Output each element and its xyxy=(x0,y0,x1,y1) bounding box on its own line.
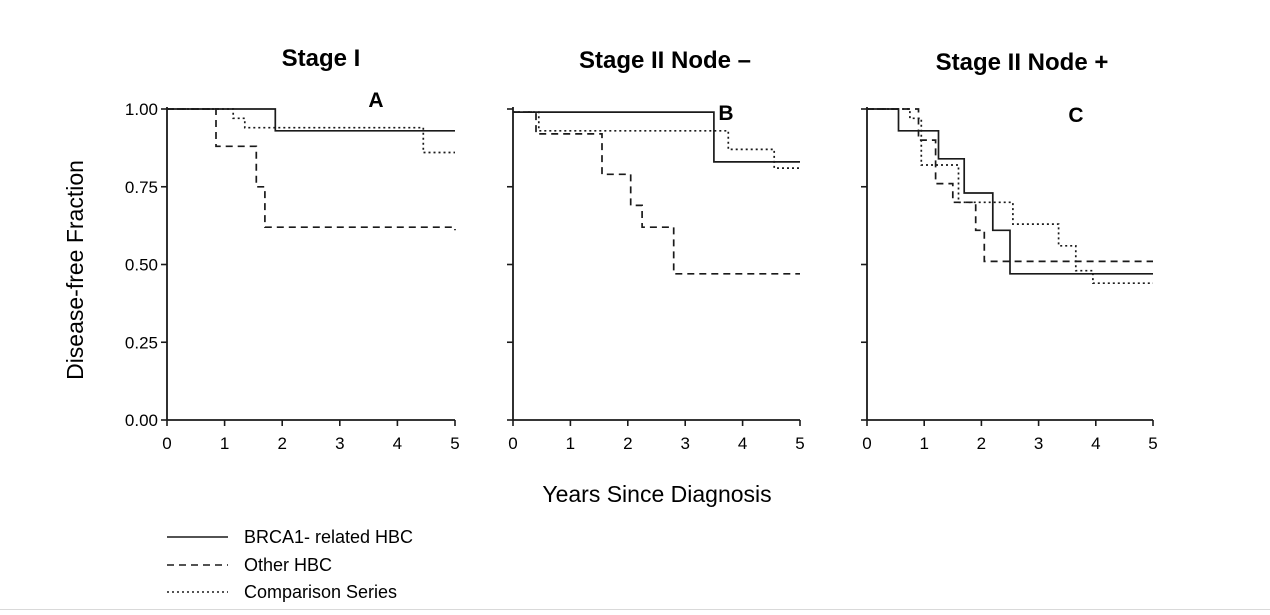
panel-b: Stage II Node – B 0 1 2 3 4 5 xyxy=(507,47,805,453)
y-tick-label: 1.00 xyxy=(125,100,158,119)
x-tick-label: 2 xyxy=(977,434,986,453)
series-line-other-c xyxy=(867,108,1153,263)
legend-label-other: Other HBC xyxy=(244,555,332,575)
x-tick-label: 4 xyxy=(1091,434,1100,453)
x-tick-label: 5 xyxy=(1148,434,1157,453)
series-line-comparison-b xyxy=(513,111,800,169)
series-line-other-a xyxy=(167,108,456,231)
panels: Stage IA0.000.250.500.751.000 1 2 3 4 5Stage … xyxy=(125,45,1158,453)
x-tick-label: 3 xyxy=(335,434,344,453)
panel-letter-b: B xyxy=(718,102,733,125)
bottom-rule xyxy=(0,609,1270,610)
series-line-comparison-c xyxy=(867,108,1153,285)
series-line-brca1-a xyxy=(167,108,455,132)
y-axis-label: Disease-free Fraction xyxy=(62,160,88,380)
x-tick-label: 1 xyxy=(919,434,928,453)
series-line-brca1-c xyxy=(867,108,1153,275)
series-line-brca1-b xyxy=(513,111,800,163)
y-tick-label: 0.50 xyxy=(125,256,158,275)
x-tick-label: 1 xyxy=(220,434,229,453)
series-line-comparison-a xyxy=(167,108,455,154)
panel-a: Stage I A 0.00 0.25 0.50 0.75 1.00 0 1 2 3 4 5 xyxy=(125,45,460,453)
panel-letter-c: C xyxy=(1068,104,1083,127)
x-tick-label: 4 xyxy=(393,434,402,453)
x-tick-label: 0 xyxy=(862,434,871,453)
x-tick-label: 0 xyxy=(162,434,171,453)
legend-label-comparison: Comparison Series xyxy=(244,582,397,602)
x-tick-label: 5 xyxy=(450,434,459,453)
x-tick-label: 0 xyxy=(508,434,517,453)
legend-label-brca1: BRCA1- related HBC xyxy=(244,527,413,547)
x-axis-label: Years Since Diagnosis xyxy=(542,481,771,507)
panel-title-a: Stage I xyxy=(282,45,361,72)
x-tick-label: 1 xyxy=(566,434,575,453)
panel-title-b: Stage II Node – xyxy=(579,47,751,74)
x-tick-label: 3 xyxy=(1034,434,1043,453)
legend: BRCA1- related HBC Other HBC Comparison … xyxy=(167,527,413,602)
y-tick-label: 0.75 xyxy=(125,178,158,197)
series-line-other-b xyxy=(513,111,800,275)
x-tick-label: 2 xyxy=(623,434,632,453)
x-tick-label: 5 xyxy=(795,434,804,453)
panel-c: Stage II Node + C 0 1 2 3 4 5 xyxy=(861,49,1158,453)
x-tick-label: 2 xyxy=(277,434,286,453)
y-tick-label: 0.00 xyxy=(125,411,158,430)
x-tick-label: 3 xyxy=(680,434,689,453)
panel-title-c: Stage II Node + xyxy=(936,49,1109,76)
panel-letter-a: A xyxy=(368,89,383,112)
x-tick-label: 4 xyxy=(738,434,747,453)
y-tick-label: 0.25 xyxy=(125,333,158,352)
